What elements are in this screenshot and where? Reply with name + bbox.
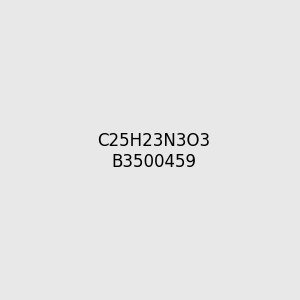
Text: C25H23N3O3
B3500459: C25H23N3O3 B3500459 <box>97 132 210 171</box>
